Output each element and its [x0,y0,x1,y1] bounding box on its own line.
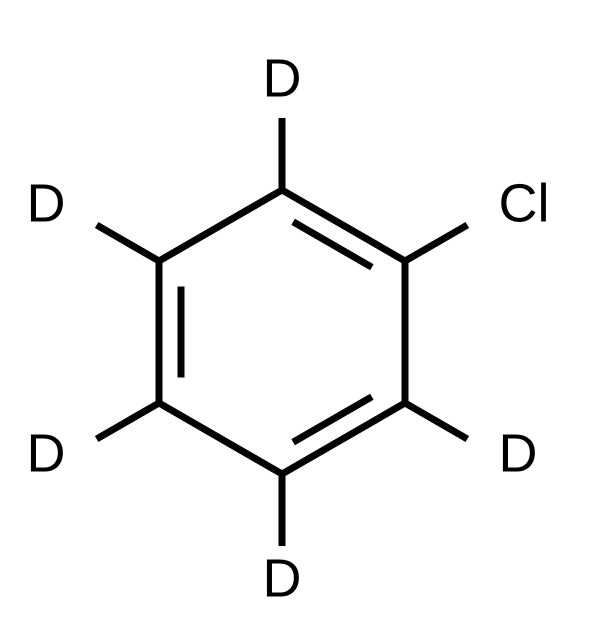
ring-bond [159,403,282,474]
atom-label: D [26,423,65,483]
atom-label: D [263,48,302,108]
ring-double-bond [293,397,372,442]
atom-label: D [499,423,538,483]
atom-label: Cl [499,173,550,233]
atom-label: D [263,548,302,608]
substituent-bond [97,403,159,439]
substituent-bond [97,225,159,261]
molecule-diagram: D Cl D D D D [0,0,595,640]
substituent-bond [405,225,467,261]
substituent-bond [405,403,467,439]
atom-label: D [26,173,65,233]
ring-bond [159,190,282,261]
ring-double-bond [293,222,372,267]
